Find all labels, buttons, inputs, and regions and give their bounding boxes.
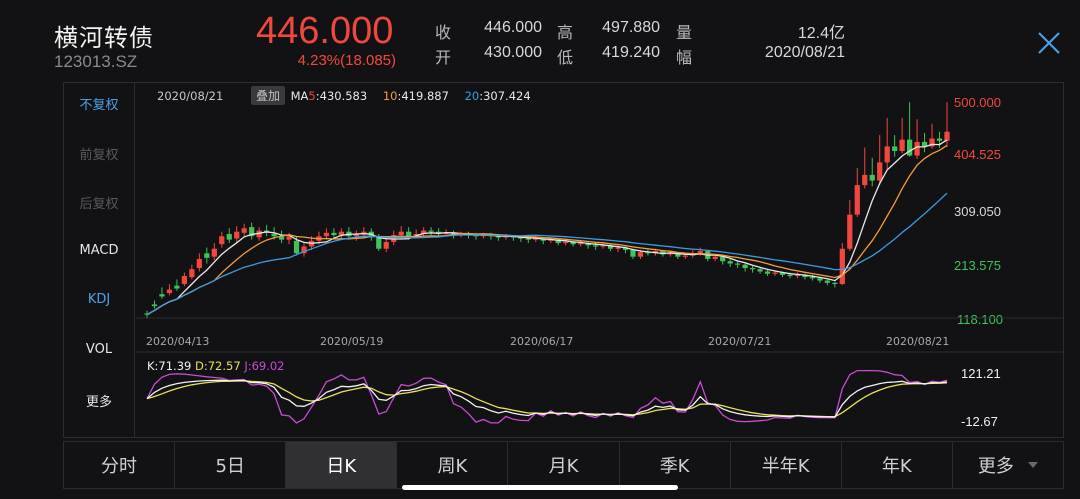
chevron-down-icon bbox=[1027, 462, 1038, 468]
kdj-d-value: D:72.57 bbox=[195, 359, 241, 373]
x-axis-label: 2020/04/13 bbox=[146, 335, 210, 348]
menu-forward-adjust[interactable]: 前复权 bbox=[79, 148, 119, 163]
stat-label-volume: 量 bbox=[676, 23, 693, 42]
legend-ma10-value: :419.887 bbox=[397, 89, 449, 103]
stat-value-date: 2020/08/21 bbox=[764, 44, 845, 61]
y-axis-label: 118.100 bbox=[957, 312, 1004, 327]
y-axis-label: 404.525 bbox=[954, 147, 1001, 162]
legend-ma20-key: 20 bbox=[464, 89, 480, 103]
chart-frame bbox=[63, 82, 1064, 438]
x-axis-label: 2020/07/21 bbox=[708, 335, 772, 348]
menu-vol[interactable]: VOL bbox=[85, 342, 113, 357]
tab-more-label: 更多 bbox=[977, 456, 1014, 477]
stat-label-range: 幅 bbox=[676, 48, 693, 67]
tab-quarterly-k[interactable]: 季K bbox=[620, 442, 731, 488]
tab-5day[interactable]: 5日 bbox=[175, 442, 287, 488]
legend-date: 2020/08/21 bbox=[157, 89, 224, 103]
legend-ma5-key: 5 bbox=[308, 89, 316, 103]
menu-backward-adjust[interactable]: 后复权 bbox=[79, 197, 119, 212]
legend-ma-label: MA bbox=[290, 89, 309, 103]
tab-intraday[interactable]: 分时 bbox=[64, 442, 176, 488]
menu-kdj[interactable]: KDJ bbox=[87, 292, 111, 307]
tab-weekly-k[interactable]: 周K bbox=[397, 442, 509, 488]
menu-macd[interactable]: MACD bbox=[79, 243, 119, 258]
tab-yearly-k[interactable]: 年K bbox=[842, 442, 953, 488]
x-axis-label: 2020/08/21 bbox=[886, 335, 950, 348]
stat-value-high: 497.880 bbox=[602, 19, 660, 36]
stat-value-open: 430.000 bbox=[484, 44, 542, 61]
home-indicator bbox=[402, 485, 678, 490]
y-axis-label: 500.000 bbox=[954, 95, 1001, 110]
kdj-k-value: K:71.39 bbox=[147, 359, 192, 373]
price-change: 4.23%(18.085) bbox=[297, 52, 396, 69]
kdj-legend: K:71.39 D:72.57 J:69.02 bbox=[147, 359, 285, 373]
kdj-j-value: J:69.02 bbox=[244, 359, 285, 373]
bond-code: 123013.SZ bbox=[54, 52, 138, 71]
tab-daily-k[interactable]: 日K bbox=[286, 442, 398, 488]
legend-ma5-value: :430.583 bbox=[315, 89, 368, 103]
stat-value-low: 419.240 bbox=[602, 44, 660, 61]
period-tabbar: 分时 5日 日K 周K 月K 季K 半年K 年K 更多 bbox=[63, 441, 1064, 489]
stat-label-high: 高 bbox=[557, 23, 574, 42]
close-icon bbox=[1038, 32, 1060, 54]
kdj-lower-label: -12.67 bbox=[961, 414, 998, 429]
legend-ma20-value: :307.424 bbox=[479, 89, 531, 103]
stat-value-volume: 12.4亿 bbox=[797, 25, 845, 42]
last-price: 446.000 bbox=[256, 10, 394, 52]
legend-ma10-key: 10 bbox=[382, 89, 398, 103]
menu-more[interactable]: 更多 bbox=[85, 395, 112, 410]
stat-value-close: 446.000 bbox=[484, 19, 542, 36]
overlay-button[interactable]: 叠加 bbox=[250, 86, 285, 105]
stat-label-low: 低 bbox=[557, 48, 574, 67]
menu-no-adjust[interactable]: 不复权 bbox=[79, 98, 119, 113]
close-button[interactable] bbox=[1036, 30, 1062, 56]
tab-more[interactable]: 更多 bbox=[953, 442, 1063, 488]
stat-label-open: 开 bbox=[435, 48, 452, 67]
y-axis-label: 309.050 bbox=[954, 204, 1001, 219]
kdj-upper-label: 121.21 bbox=[961, 366, 1001, 381]
x-axis-label: 2020/05/19 bbox=[320, 335, 384, 348]
ma-legend: 2020/08/21 叠加 MA5:430.583 10:419.887 20:… bbox=[157, 86, 533, 105]
bond-name: 横河转债 bbox=[54, 24, 154, 52]
tab-halfyear-k[interactable]: 半年K bbox=[731, 442, 842, 488]
side-menu: 不复权 前复权 后复权 MACD KDJ VOL 更多 bbox=[63, 82, 135, 438]
stat-label-close: 收 bbox=[435, 23, 452, 42]
y-axis-label: 213.575 bbox=[954, 258, 1001, 273]
x-axis-label: 2020/06/17 bbox=[510, 335, 574, 348]
tab-monthly-k[interactable]: 月K bbox=[508, 442, 620, 488]
